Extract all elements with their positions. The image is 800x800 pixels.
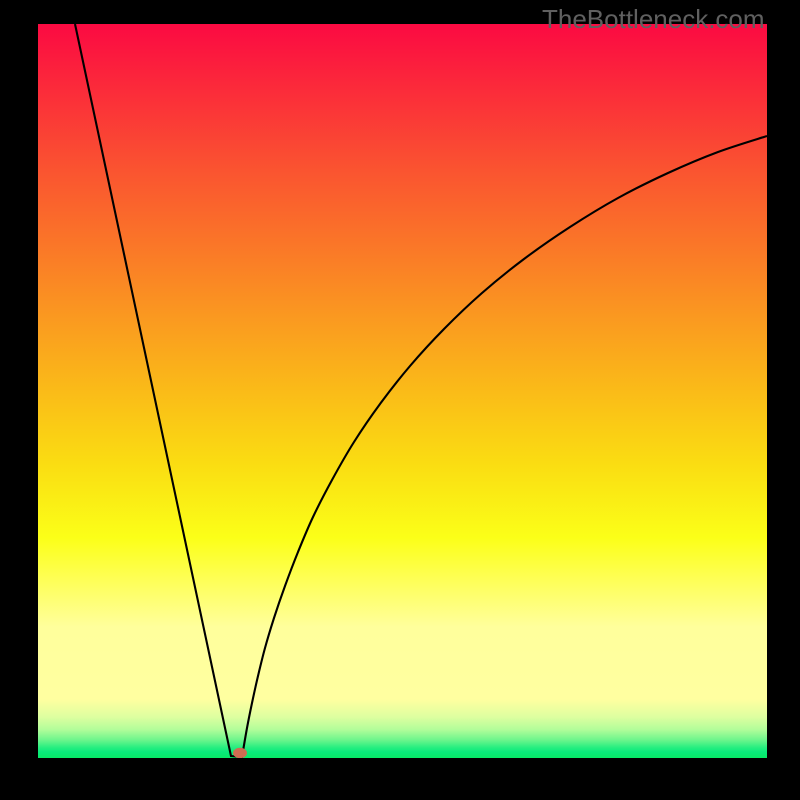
plot-background bbox=[38, 24, 767, 758]
chart-stage: TheBottleneck.com bbox=[0, 0, 800, 800]
minimum-marker bbox=[233, 748, 247, 758]
plot-svg bbox=[0, 0, 800, 800]
